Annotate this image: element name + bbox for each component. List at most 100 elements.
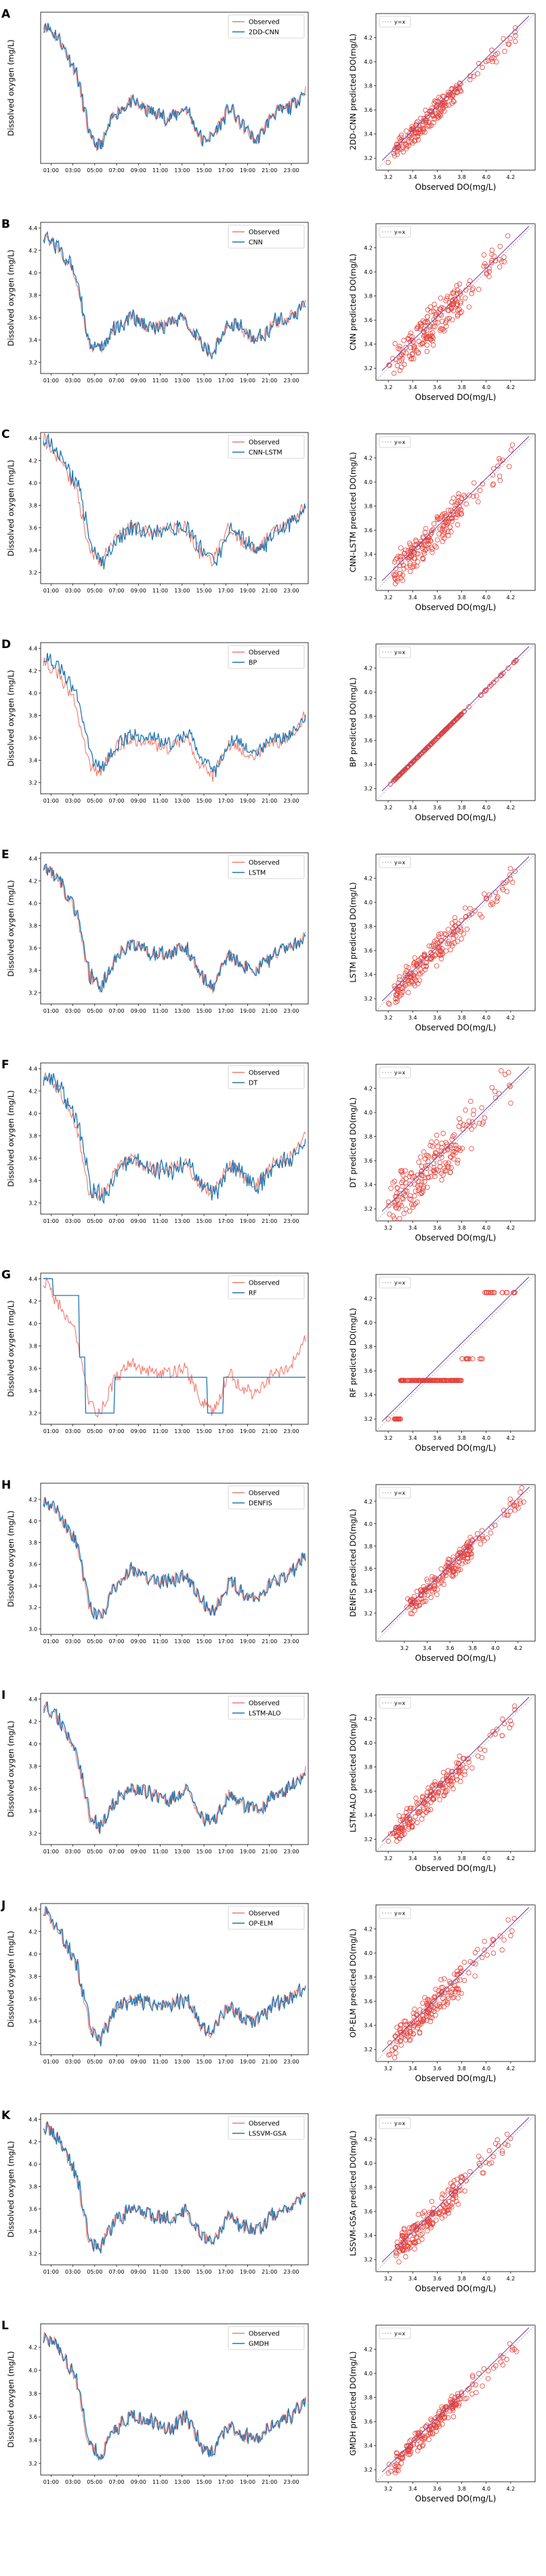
scatter-y-tick-label: 3.4 xyxy=(364,1588,373,1594)
scatter-point xyxy=(476,2154,482,2159)
scatter-point xyxy=(425,1159,431,1164)
scatter-point xyxy=(392,778,397,783)
scatter-point xyxy=(443,2205,448,2211)
scatter-x-tick-label: 3.6 xyxy=(433,1015,442,1021)
scatter-y-tick-label: 3.2 xyxy=(364,576,373,582)
scatter-point xyxy=(477,912,483,917)
ts-x-tick-label: 19:00 xyxy=(240,1008,255,1014)
scatter-point xyxy=(434,102,440,108)
scatter-point xyxy=(385,159,391,165)
scatter-point xyxy=(482,1537,487,1544)
scatter-point xyxy=(458,1552,463,1558)
scatter-point xyxy=(425,744,431,750)
scatter-point xyxy=(403,1206,408,1212)
scatter-point xyxy=(486,2161,492,2167)
ts-y-tick-label: 3.6 xyxy=(28,1561,37,1567)
scatter-point xyxy=(446,1996,451,2001)
scatter-point xyxy=(455,2201,461,2207)
scatter-point xyxy=(433,2415,438,2421)
scatter-point xyxy=(410,1599,416,1605)
ts-y-axis-label: Dissolved oxygen (mg/L) xyxy=(6,880,16,976)
ts-x-tick-label: 13:00 xyxy=(174,798,190,804)
scatter-point xyxy=(421,748,427,753)
scatter-point xyxy=(517,1498,523,1504)
legend-observed-label: Observed xyxy=(249,19,280,26)
scatter-y-tick-label: 4.2 xyxy=(364,1716,373,1723)
scatter-point xyxy=(397,554,403,560)
ts-y-tick-label: 3.6 xyxy=(28,945,37,951)
scatter-point xyxy=(434,2428,439,2434)
ts-x-tick-label: 07:00 xyxy=(109,2059,125,2065)
scatter-y-tick-label: 4.0 xyxy=(364,900,373,906)
scatter-point xyxy=(438,1977,444,1982)
scatter-point xyxy=(390,1180,396,1186)
scatter-point xyxy=(458,299,463,304)
scatter-point xyxy=(432,2423,438,2428)
scatter-point xyxy=(482,1947,487,1953)
scatter-point xyxy=(407,2021,413,2027)
scatter-x-tick-label: 4.0 xyxy=(482,384,490,390)
ts-x-tick-label: 05:00 xyxy=(87,2059,102,2065)
predicted-series-line xyxy=(43,2121,306,2254)
scatter-point xyxy=(420,2000,425,2006)
scatter-x-tick-label: 3.8 xyxy=(468,1645,477,1651)
scatter-point xyxy=(408,553,415,559)
scatter-point xyxy=(444,296,449,302)
scatter-legend-label: y=x xyxy=(394,2120,405,2127)
scatter-point xyxy=(497,478,503,483)
scatter-point xyxy=(399,1168,404,1173)
scatter-point xyxy=(425,2000,432,2005)
scatter-point xyxy=(393,1828,399,1834)
scatter-point xyxy=(497,458,503,464)
scatter-point xyxy=(436,111,442,117)
scatter-point xyxy=(508,1100,513,1106)
scatter-point xyxy=(395,1416,400,1422)
scatter-point xyxy=(434,736,440,741)
legend-model-label: OP-ELM xyxy=(249,1920,273,1928)
scatter-point xyxy=(432,1995,438,2000)
scatter-point xyxy=(422,129,427,135)
scatter-point xyxy=(457,1753,462,1759)
scatter-point xyxy=(423,336,429,342)
scatter-point xyxy=(412,344,417,349)
scatter-y-tick-label: 4.2 xyxy=(364,1296,373,1302)
scatter-point xyxy=(501,254,507,260)
scatter-point xyxy=(431,943,436,948)
ts-x-tick-label: 19:00 xyxy=(240,2059,255,2065)
ts-x-tick-label: 23:00 xyxy=(284,588,299,594)
ts-x-tick-label: 17:00 xyxy=(218,2269,234,2275)
ts-x-tick-label: 19:00 xyxy=(240,2269,255,2275)
scatter-point xyxy=(390,778,396,784)
scatter-point xyxy=(452,2189,457,2194)
scatter-point xyxy=(459,936,464,942)
scatter-point xyxy=(477,1356,483,1362)
scatter-axes-frame xyxy=(375,1274,536,1432)
scatter-y-tick-label: 3.4 xyxy=(364,972,373,978)
scatter-point xyxy=(398,992,404,998)
scatter-x-tick-label: 3.6 xyxy=(446,1645,455,1651)
panel-label: D xyxy=(1,638,11,651)
scatter-legend-box xyxy=(379,226,411,238)
scatter-point xyxy=(418,1182,423,1188)
scatter-point xyxy=(420,1812,426,1817)
scatter-point xyxy=(470,2374,476,2380)
scatter-point xyxy=(511,1289,516,1295)
ts-x-tick-label: 05:00 xyxy=(87,378,102,384)
scatter-point xyxy=(406,2038,413,2043)
scatter-point xyxy=(416,1178,421,1184)
scatter-point xyxy=(441,94,446,99)
scatter-point xyxy=(394,2038,400,2045)
panel-label: J xyxy=(1,1899,5,1912)
scatter-point xyxy=(414,120,419,125)
scatter-point xyxy=(519,1485,524,1491)
scatter-point xyxy=(470,2373,476,2378)
scatter-point xyxy=(395,576,400,582)
ts-y-tick-label: 3.6 xyxy=(28,1786,37,1792)
scatter-legend-label: y=x xyxy=(394,1490,405,1496)
scatter-point xyxy=(452,718,457,723)
scatter-axes-frame xyxy=(375,2114,536,2272)
scatter-point xyxy=(408,2030,414,2036)
